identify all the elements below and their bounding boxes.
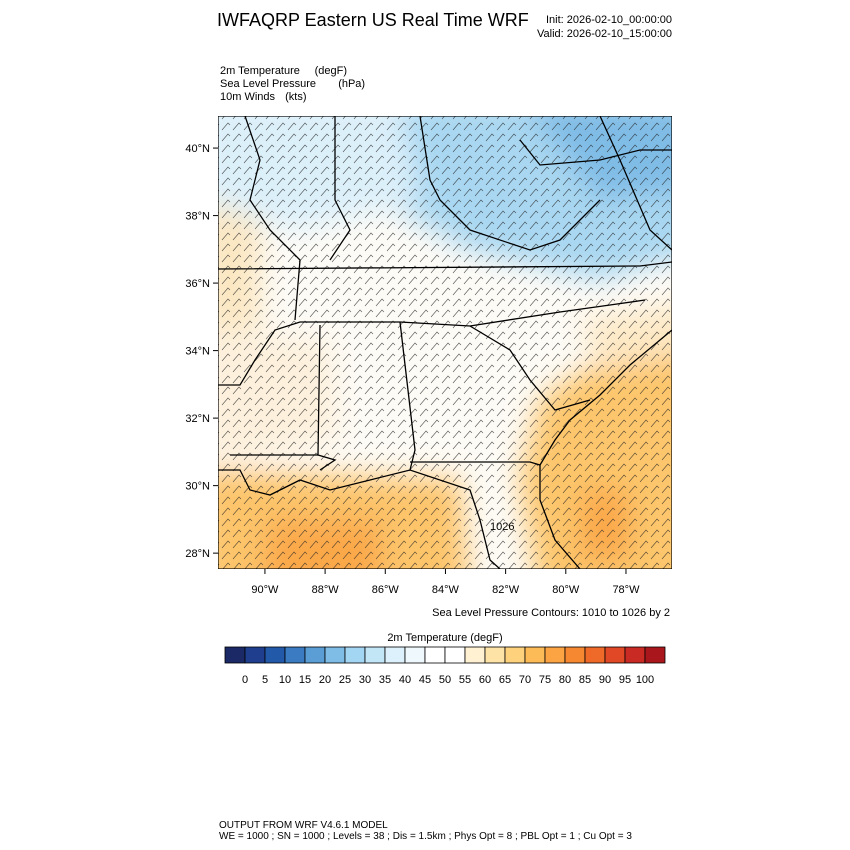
colorbar-label: 15 — [299, 674, 311, 686]
lon-tick-label: 84°W — [432, 584, 460, 596]
field-unit: (hPa) — [338, 78, 365, 90]
colorbar-label: 80 — [559, 674, 571, 686]
lon-tick-label: 88°W — [312, 584, 340, 596]
colorbar-label: 75 — [539, 674, 551, 686]
colorbar-label: 25 — [339, 674, 351, 686]
contour-note: Sea Level Pressure Contours: 1010 to 102… — [432, 607, 670, 619]
colorbar-box — [244, 646, 266, 664]
field-list: 2m Temperature (degF)Sea Level Pressure (h… — [220, 65, 365, 103]
colorbar-label: 10 — [279, 674, 291, 686]
colorbar-label: 0 — [242, 674, 248, 686]
lat-tick-label: 32°N — [185, 413, 210, 425]
lat-tick-label: 40°N — [185, 143, 210, 155]
colorbar-label: 40 — [399, 674, 411, 686]
lon-tick-label: 86°W — [372, 584, 400, 596]
colorbar-box — [264, 646, 286, 664]
valid-time: Valid: 2026-02-10_15:00:00 — [537, 28, 672, 40]
footer-line: OUTPUT FROM WRF V4.6.1 MODEL — [219, 820, 388, 831]
lon-tick-label: 78°W — [612, 584, 640, 596]
field-unit: (degF) — [315, 65, 347, 77]
colorbar-box — [544, 646, 566, 664]
colorbar-box — [364, 646, 386, 664]
colorbar: 0 5 10 15 20 25 30 35 40 45 50 55 60 65 70 75 80 85 90 95 10… — [224, 646, 666, 686]
colorbar-label: 100 — [636, 674, 654, 686]
colorbar-label: 30 — [359, 674, 371, 686]
colorbar-box — [504, 646, 526, 664]
colorbar-box — [464, 646, 486, 664]
colorbar-title: 2m Temperature (degF) — [387, 632, 502, 644]
colorbar-label: 65 — [499, 674, 511, 686]
colorbar-label: 50 — [439, 674, 451, 686]
colorbar-box — [644, 646, 666, 664]
colorbar-box — [604, 646, 626, 664]
lat-tick-label: 34°N — [185, 346, 210, 358]
colorbar-box — [424, 646, 446, 664]
colorbar-box — [624, 646, 646, 664]
lon-tick-label: 90°W — [251, 584, 279, 596]
map: 1026 — [218, 116, 672, 569]
init-time: Init: 2026-02-10_00:00:00 — [546, 14, 672, 26]
colorbar-label: 20 — [319, 674, 331, 686]
colorbar-label: 5 — [262, 674, 268, 686]
wind-barbs — [218, 116, 672, 569]
colorbar-box — [224, 646, 246, 664]
lon-tick-label: 82°W — [492, 584, 520, 596]
field-name: 10m Winds — [220, 91, 276, 103]
colorbar-box — [344, 646, 366, 664]
footer-line: WE = 1000 ; SN = 1000 ; Levels = 38 ; Di… — [219, 831, 632, 842]
state-borders — [218, 116, 672, 569]
colorbar-box — [384, 646, 406, 664]
colorbar-box — [304, 646, 326, 664]
colorbar-label: 90 — [599, 674, 611, 686]
colorbar-box — [564, 646, 586, 664]
field-unit: (kts) — [285, 91, 306, 103]
colorbar-box — [484, 646, 506, 664]
title: IWFAQRP Eastern US Real Time WRF — [217, 10, 529, 30]
map-ticks: 28°N 30°N 32°N 34°N 36°N 38°N 40°N 90°W 88°W 86°W… — [185, 143, 640, 596]
lat-tick-label: 28°N — [185, 548, 210, 560]
field-name: 2m Temperature — [220, 65, 300, 77]
colorbar-box — [324, 646, 346, 664]
colorbar-label: 95 — [619, 674, 631, 686]
field-name: Sea Level Pressure — [220, 78, 316, 90]
colorbar-box — [444, 646, 466, 664]
colorbar-label: 35 — [379, 674, 391, 686]
colorbar-label: 85 — [579, 674, 591, 686]
colorbar-label: 60 — [479, 674, 491, 686]
colorbar-box — [524, 646, 546, 664]
colorbar-label: 70 — [519, 674, 531, 686]
contour-label: 1026 — [490, 521, 514, 533]
lat-tick-label: 38°N — [185, 211, 210, 223]
colorbar-box — [284, 646, 306, 664]
colorbar-box — [404, 646, 426, 664]
colorbar-label: 45 — [419, 674, 431, 686]
lon-tick-label: 80°W — [552, 584, 580, 596]
lat-tick-label: 30°N — [185, 481, 210, 493]
colorbar-box — [584, 646, 606, 664]
colorbar-label: 55 — [459, 674, 471, 686]
lat-tick-label: 36°N — [185, 278, 210, 290]
